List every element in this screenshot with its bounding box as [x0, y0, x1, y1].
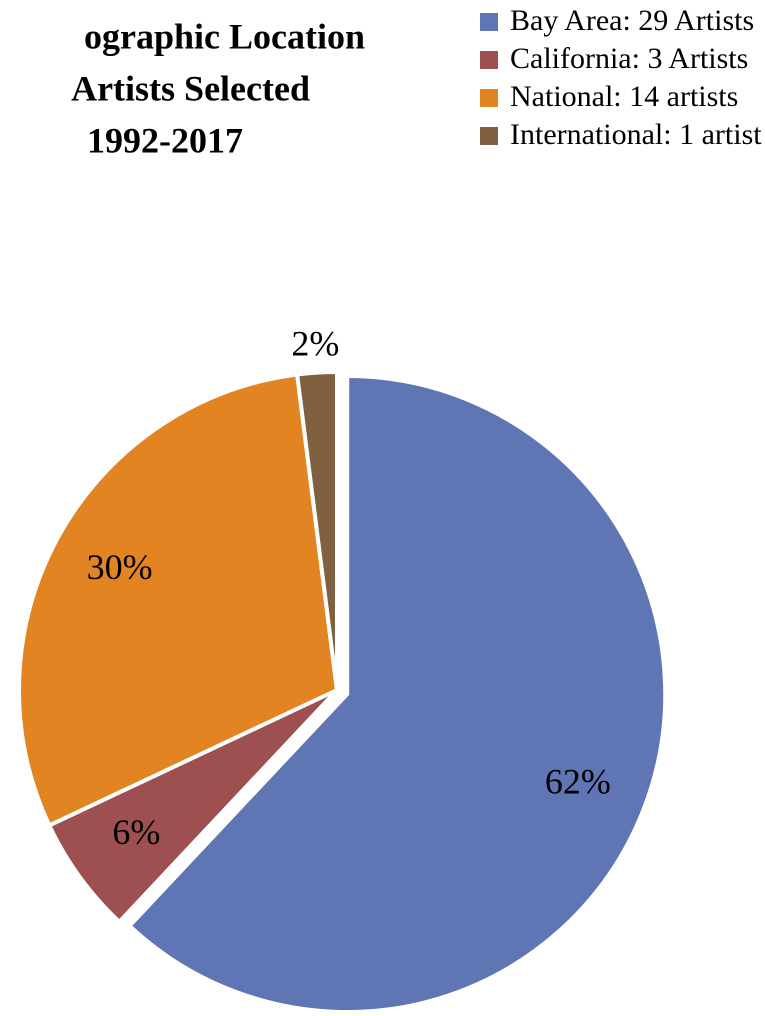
legend-swatch [480, 127, 498, 145]
chart-title: ographic Location [84, 16, 365, 56]
legend-item: National: 14 artists [476, 78, 762, 116]
chart-title: 1992-2017 [87, 120, 243, 160]
legend-label: International: 1 artist [510, 118, 762, 151]
pie-slice [46, 688, 339, 925]
legend-swatch [480, 13, 498, 31]
legend-label: Bay Area: 29 Artists [510, 4, 755, 37]
legend-label: California: 3 Artists [510, 42, 749, 75]
data-label: 62% [545, 762, 611, 802]
legend-item: California: 3 Artists [476, 40, 762, 78]
legend-label: National: 14 artists [510, 80, 739, 113]
legend-item: International: 1 artist [476, 116, 762, 154]
legend-swatch [480, 89, 498, 107]
legend-item: Bay Area: 29 Artists [476, 2, 762, 40]
data-label: 6% [112, 812, 160, 852]
data-label: 2% [291, 324, 339, 364]
pie-slice [126, 374, 668, 1015]
pie-slice [17, 372, 340, 829]
chart-title: Artists Selected [71, 68, 310, 108]
data-label: 30% [87, 547, 153, 587]
legend: Bay Area: 29 Artists California: 3 Artist… [476, 2, 762, 154]
pie-slice [294, 369, 339, 691]
legend-swatch [480, 51, 498, 69]
